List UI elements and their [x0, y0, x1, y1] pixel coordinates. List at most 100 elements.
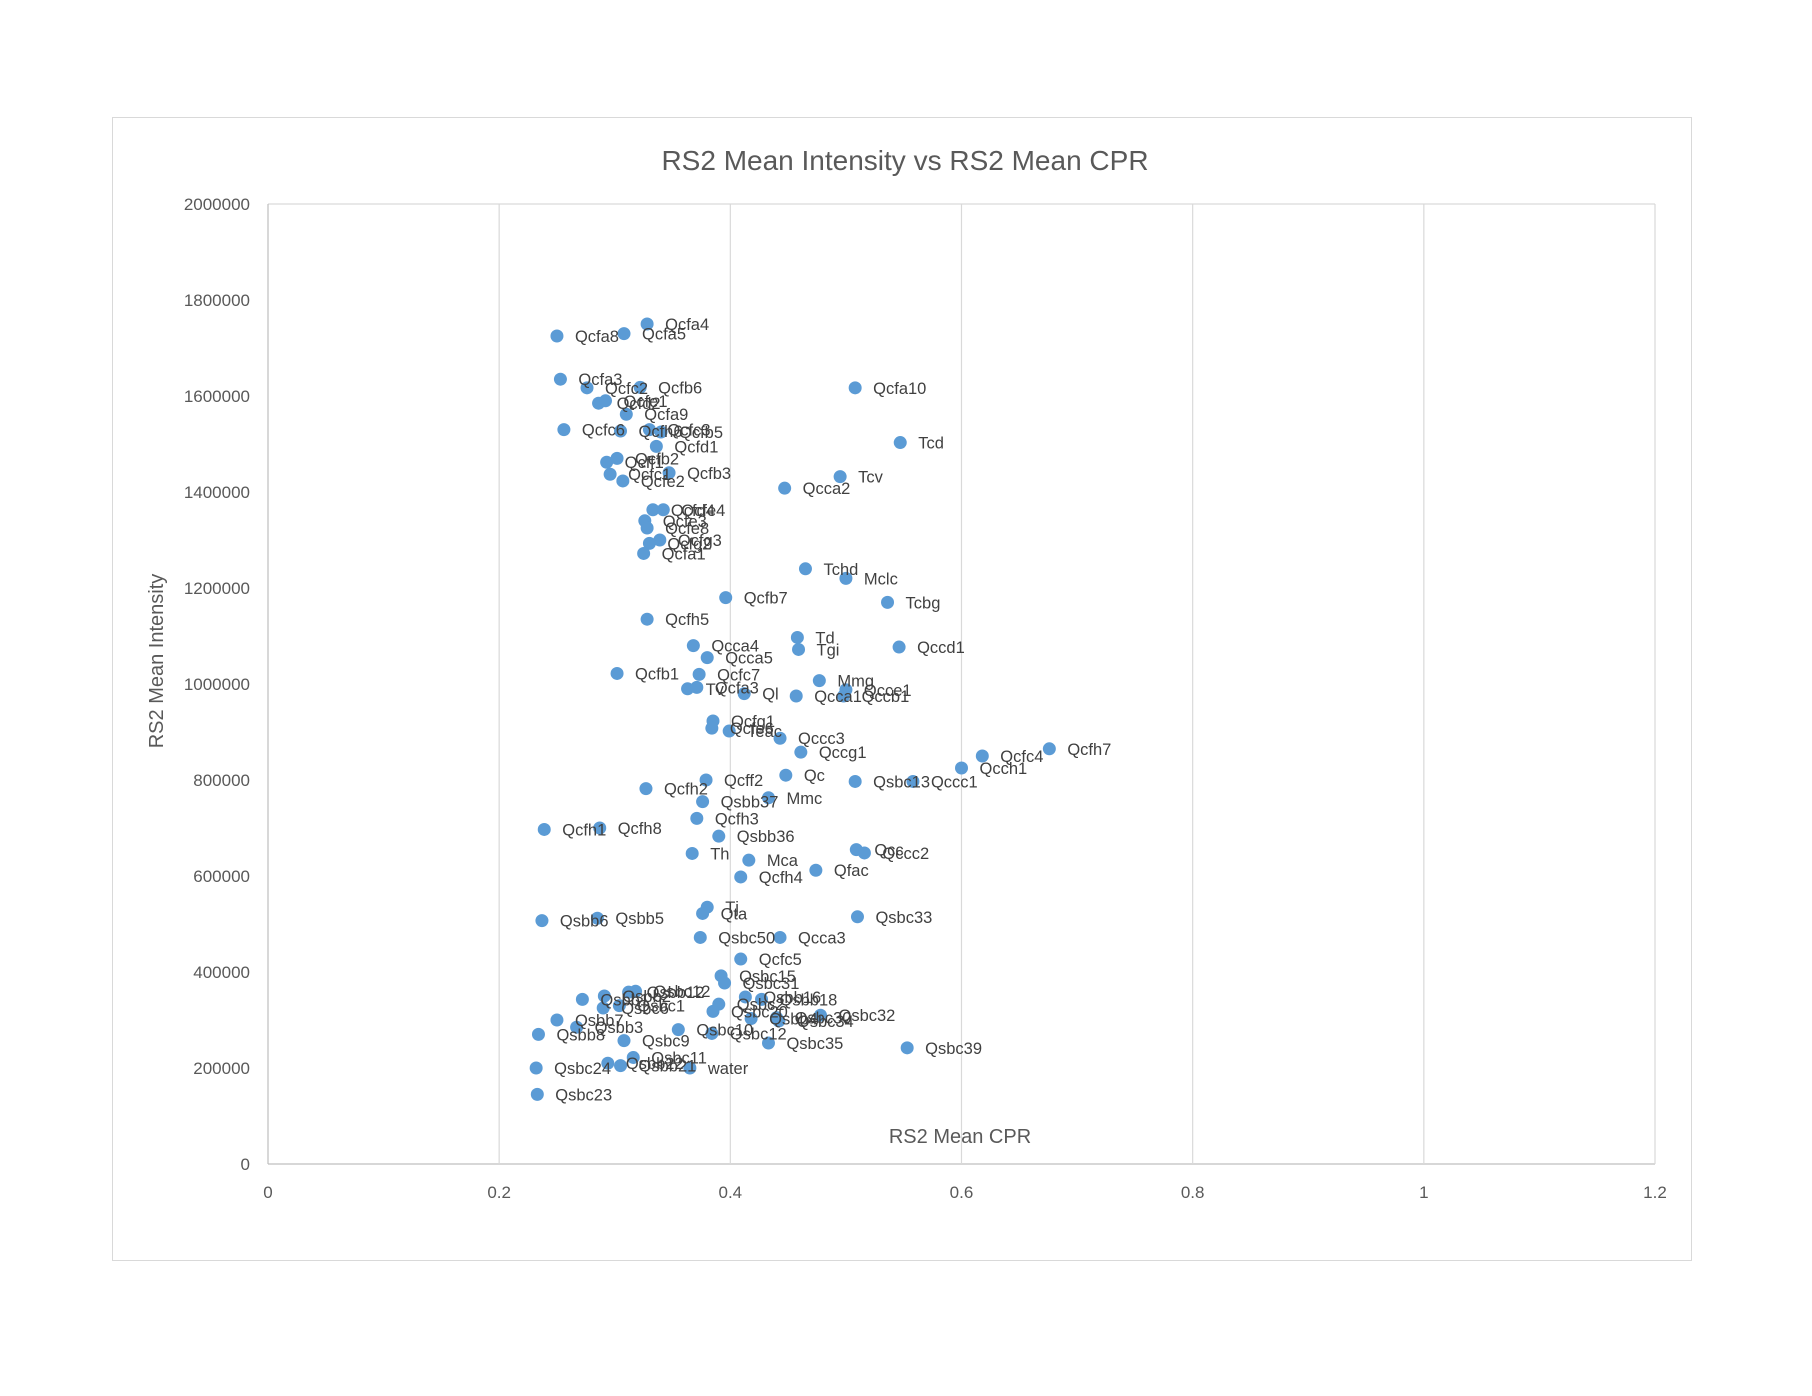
data-point	[700, 651, 714, 665]
scatter-chart: RS2 Mean Intensity vs RS2 Mean CPR 0 0.2 0…	[146, 145, 1667, 1202]
x-tick-label: 0.8	[1181, 1183, 1205, 1202]
data-point	[617, 1034, 631, 1048]
data-point	[734, 870, 748, 884]
data-point-label: Qcfa8	[575, 328, 619, 346]
data-point-label: Qsbb37	[721, 794, 779, 812]
data-point-label: Tcd	[918, 435, 944, 453]
data-point	[881, 595, 895, 609]
data-point	[848, 381, 862, 395]
data-point	[719, 591, 733, 605]
data-point-label: Qccc3	[798, 730, 845, 748]
data-point	[742, 853, 756, 867]
data-point-label: Qsbc34	[797, 1013, 854, 1031]
data-point	[686, 639, 700, 653]
data-point	[705, 721, 719, 735]
y-tick-label: 1200000	[184, 579, 250, 598]
x-tick-label: 1	[1419, 1183, 1428, 1202]
data-point-label: Qcfc7	[717, 666, 760, 684]
data-point-label: Qcfc5	[759, 951, 802, 969]
data-point	[649, 439, 663, 453]
data-point	[603, 467, 617, 481]
data-point	[692, 667, 706, 681]
data-point	[790, 630, 804, 644]
data-point-label: Qcfc2	[605, 380, 648, 398]
data-point	[570, 1020, 584, 1034]
x-tick-label: 0	[263, 1183, 272, 1202]
data-point-label: Qcfa9	[644, 406, 688, 424]
y-tick-label: 400000	[193, 963, 250, 982]
data-point-label: Qcfd1	[674, 438, 718, 456]
data-point	[718, 976, 732, 990]
data-point	[529, 1061, 543, 1075]
data-point	[596, 1001, 610, 1015]
data-point	[535, 914, 549, 928]
data-point	[610, 666, 624, 680]
data-point-label: Tcbg	[906, 594, 941, 612]
data-point-label: Qcfe1	[624, 393, 668, 411]
data-point	[580, 381, 594, 395]
data-point-label: Qsbc13	[873, 773, 930, 791]
data-point	[637, 546, 651, 560]
data-point	[850, 910, 864, 924]
data-point	[744, 1012, 758, 1026]
data-point	[646, 503, 660, 517]
data-point-label: Qcfc4	[1000, 748, 1043, 766]
data-point	[612, 999, 626, 1013]
data-point-label: Qcfa3	[578, 371, 622, 389]
data-point-label: Qcca5	[725, 650, 773, 668]
data-point-label: Ql	[762, 686, 779, 704]
data-point	[683, 1061, 697, 1075]
data-point	[738, 990, 752, 1004]
data-point-label: Qcfa10	[873, 380, 926, 398]
data-point-label: Qsbc31	[743, 975, 800, 993]
data-point	[575, 992, 589, 1006]
data-point	[706, 1004, 720, 1018]
data-point	[557, 423, 571, 437]
data-point-label: water	[707, 1060, 749, 1078]
data-point-label: Qcfa1	[662, 545, 706, 563]
data-point	[975, 749, 989, 763]
data-point	[654, 425, 668, 439]
data-point-label: Teac	[747, 723, 782, 741]
data-point	[693, 930, 707, 944]
x-tick-label: 0.4	[719, 1183, 743, 1202]
data-point-label: Qsbb16	[763, 989, 821, 1007]
data-point	[640, 317, 654, 331]
y-axis-title: RS2 Mean Intensity	[146, 574, 168, 749]
data-point	[531, 1027, 545, 1041]
data-point-label: Qccd1	[917, 639, 965, 657]
data-point	[642, 423, 656, 437]
data-point	[640, 612, 654, 626]
data-point	[599, 394, 613, 408]
data-point	[626, 1050, 640, 1064]
data-point-label: Qsbc10	[696, 1022, 753, 1040]
axis-ticks: 0 0.2 0.4 0.6 0.8 1 1.2 0 200000 400000 600000 8000…	[184, 195, 1667, 1202]
data-point	[779, 768, 793, 782]
chart-title: RS2 Mean Intensity vs RS2 Mean CPR	[661, 145, 1148, 176]
y-tick-label: 0	[241, 1155, 250, 1174]
data-point-label: Qsbb1	[600, 991, 649, 1009]
data-point-label: Qsbb22	[626, 1055, 684, 1073]
data-point	[550, 329, 564, 343]
data-point-label: Tv	[706, 681, 725, 699]
data-point-label: Tgi	[817, 641, 840, 659]
data-point	[755, 992, 769, 1006]
data-point-label: Qc	[804, 767, 825, 785]
data-point	[812, 674, 826, 688]
data-point	[614, 1059, 628, 1073]
data-point-label: Qcfg2	[667, 535, 711, 553]
data-point	[610, 451, 624, 465]
data-point-label: Qsbb36	[737, 828, 795, 846]
data-point	[734, 952, 748, 966]
data-point	[550, 1013, 564, 1027]
data-point-label: Qcfg1	[731, 713, 775, 731]
data-point	[857, 846, 871, 860]
data-point-label: Qccc1	[931, 773, 978, 791]
data-point	[892, 640, 906, 654]
y-tick-label: 2000000	[184, 195, 250, 214]
data-point-label: Qcfc3	[667, 422, 710, 440]
data-point-label: Qsbc35	[786, 1035, 843, 1053]
data-point-label: Qsbb3	[595, 1019, 644, 1037]
data-point	[839, 571, 853, 585]
data-point-label: Qsbb7	[575, 1012, 624, 1030]
